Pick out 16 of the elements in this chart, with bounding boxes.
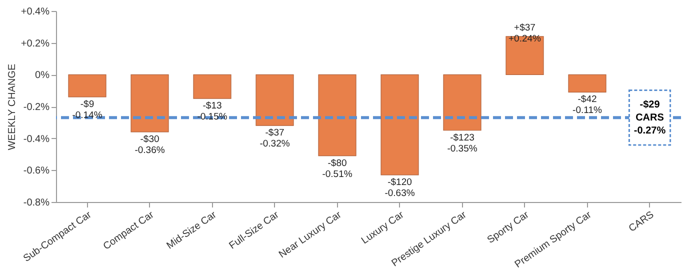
y-tick-label: -0.4%	[23, 134, 50, 145]
y-tick-label: -0.8%	[23, 198, 50, 208]
data-label: -$37 -0.32%	[260, 128, 290, 150]
y-tick-label: -0.2%	[23, 102, 50, 113]
y-axis-title: WEEKLY CHANGE	[6, 64, 18, 150]
data-label: -$80 -0.51%	[322, 158, 353, 180]
data-label: -$30 -0.36%	[134, 134, 166, 156]
y-tick-label: +0.2%	[20, 38, 50, 50]
data-label: +$37 +0.24%	[508, 22, 542, 44]
y-tick-label: -0.6%	[23, 166, 50, 177]
ref-line-label: -$29 CARS -0.27%	[634, 100, 666, 137]
data-label: -$120 -0.63%	[384, 176, 416, 199]
data-label: -$42 -0.11%	[572, 94, 602, 116]
y-tick-label: +0.4%	[20, 6, 50, 18]
y-tick-label: 0%	[35, 70, 50, 82]
data-label: -$123 -0.35%	[447, 132, 478, 154]
